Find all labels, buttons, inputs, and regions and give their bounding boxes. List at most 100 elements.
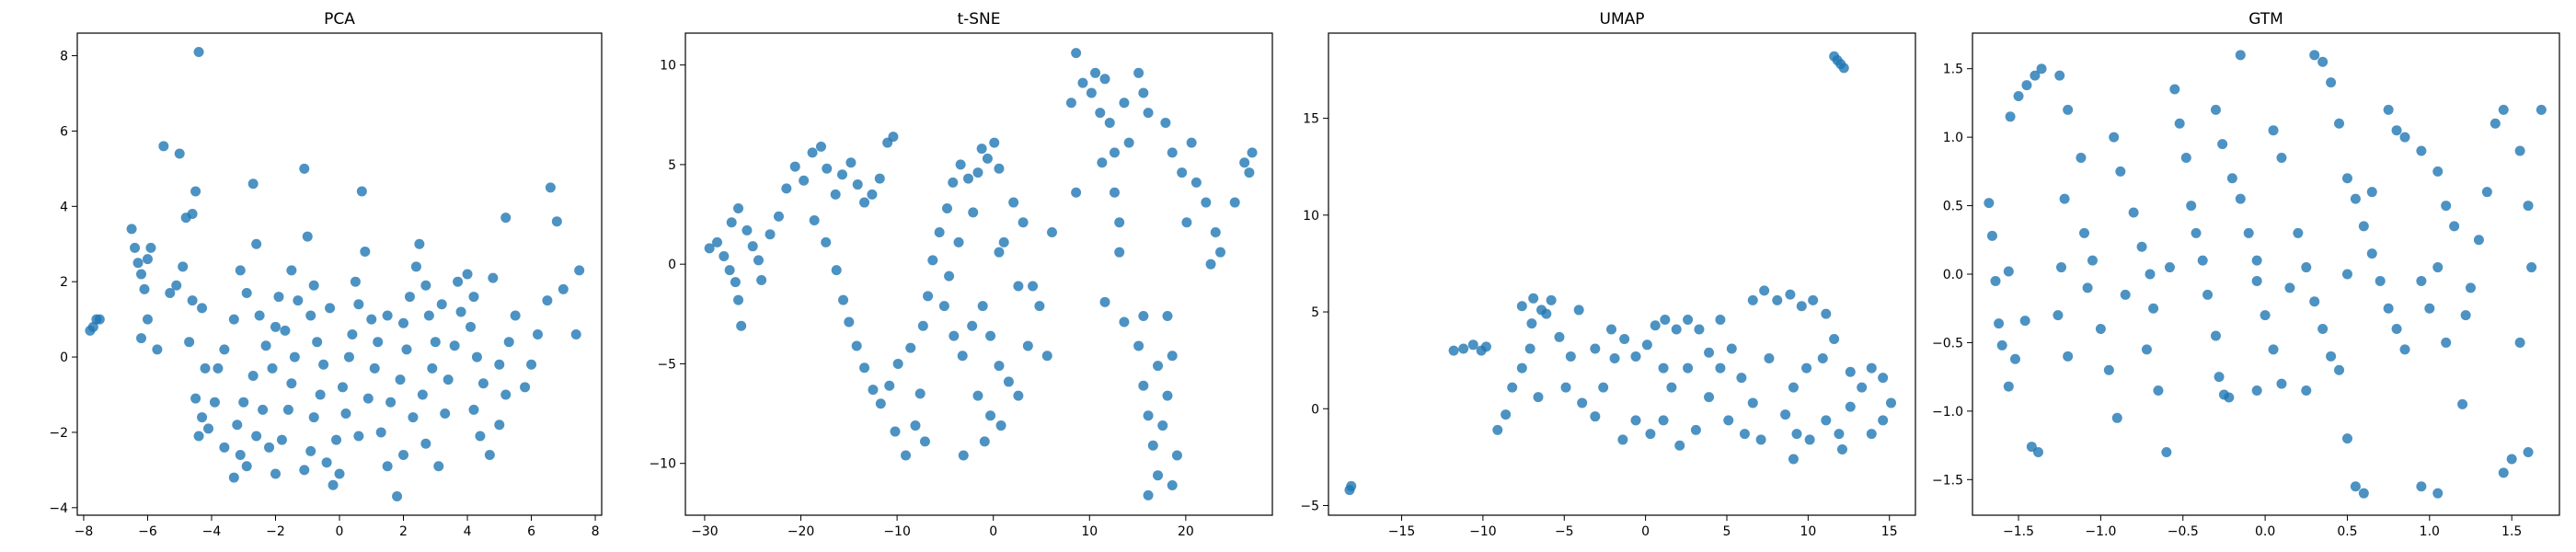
data-point: [551, 216, 562, 227]
data-point: [142, 314, 153, 325]
data-point: [2063, 104, 2074, 115]
data-point: [2141, 344, 2152, 355]
data-point: [1821, 415, 1832, 426]
x-tick-label: −1.5: [2003, 524, 2034, 539]
data-point: [174, 148, 185, 159]
data-point: [203, 423, 213, 434]
data-point: [1123, 137, 1134, 148]
y-tick-label: 5: [668, 158, 676, 173]
data-point: [838, 294, 849, 305]
data-point: [398, 317, 409, 328]
data-point: [1885, 397, 1896, 408]
y-tick-label: 8: [60, 50, 68, 64]
x-tick-label: −8: [75, 524, 94, 539]
data-point: [1153, 470, 1164, 481]
data-point: [1138, 380, 1149, 391]
data-point: [1617, 434, 1628, 445]
data-point: [704, 243, 715, 254]
data-point: [1109, 147, 1120, 158]
data-point: [1683, 362, 1694, 374]
data-point: [1755, 434, 1766, 445]
scatter-points: [1984, 50, 2547, 499]
data-point: [976, 144, 987, 155]
data-point: [1845, 401, 1856, 412]
data-point: [807, 147, 818, 158]
data-point: [2416, 275, 2427, 286]
data-point: [247, 371, 259, 382]
y-tick-label: 10: [1303, 209, 1319, 224]
data-point: [742, 224, 753, 236]
data-point: [1162, 390, 1173, 401]
data-point: [1785, 289, 1796, 300]
data-point: [2350, 193, 2361, 204]
data-point: [2019, 316, 2030, 327]
data-point: [2079, 227, 2090, 238]
data-point: [1736, 373, 1747, 384]
data-point: [1071, 48, 1082, 59]
data-point: [369, 362, 380, 374]
plot-title: PCA: [324, 10, 355, 29]
data-point: [305, 310, 316, 321]
data-point: [1526, 318, 1537, 329]
data-point: [1630, 351, 1641, 362]
data-point: [165, 287, 176, 298]
data-point: [1796, 301, 1807, 312]
data-point: [353, 299, 364, 310]
data-point: [2514, 337, 2525, 348]
data-point: [1133, 340, 1144, 351]
x-tick-label: 0: [336, 524, 344, 539]
y-tick-label: −1.5: [1932, 473, 1963, 488]
data-point: [859, 197, 870, 208]
data-point: [2432, 166, 2444, 177]
data-point: [254, 310, 265, 321]
data-point: [1650, 320, 1661, 331]
data-point: [1658, 415, 1669, 426]
data-point: [477, 378, 489, 389]
plot-frame: [684, 32, 1273, 516]
data-point: [979, 436, 990, 447]
data-point: [1808, 294, 1819, 305]
data-point: [440, 408, 451, 419]
data-point: [1690, 424, 1701, 435]
data-point: [938, 301, 949, 312]
data-point: [1524, 343, 1535, 354]
data-point: [2334, 118, 2345, 129]
data-point: [1878, 415, 1889, 426]
data-point: [1507, 382, 1518, 393]
data-point: [2432, 262, 2444, 273]
y-axis-ticks: −4 −2 0 2 4 6 8: [49, 50, 77, 516]
data-point: [1577, 397, 1588, 408]
x-tick-label: −10: [883, 524, 911, 539]
data-point: [2416, 481, 2427, 492]
data-point: [267, 362, 278, 374]
data-point: [375, 427, 386, 438]
data-point: [809, 215, 820, 226]
data-point: [1119, 316, 1130, 328]
scatter-points: [1344, 51, 1896, 496]
data-point: [2498, 467, 2509, 478]
data-point: [1133, 67, 1144, 78]
data-point: [967, 320, 978, 331]
data-point: [404, 292, 415, 303]
data-point: [193, 46, 204, 57]
data-point: [184, 337, 195, 348]
data-point: [982, 153, 993, 164]
data-point: [1994, 318, 2005, 329]
data-point: [443, 374, 454, 385]
data-point: [2334, 364, 2345, 375]
data-point: [2383, 303, 2394, 314]
data-point: [989, 137, 1000, 148]
data-point: [219, 442, 230, 453]
data-point: [235, 450, 246, 460]
data-point: [2465, 282, 2476, 293]
data-point: [280, 325, 291, 336]
data-point: [2366, 187, 2377, 198]
data-point: [765, 229, 776, 240]
data-point: [1109, 187, 1120, 198]
data-point: [423, 310, 434, 321]
data-point: [1077, 77, 1088, 88]
data-point: [2030, 70, 2041, 81]
data-point: [949, 330, 960, 341]
data-point: [2490, 118, 2501, 129]
data-point: [919, 436, 930, 447]
